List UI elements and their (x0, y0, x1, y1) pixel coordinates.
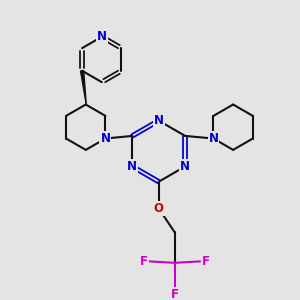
Text: N: N (180, 160, 190, 173)
Text: N: N (97, 30, 107, 43)
Text: F: F (140, 255, 148, 268)
Text: N: N (208, 132, 218, 145)
Text: O: O (154, 202, 164, 215)
Text: N: N (127, 160, 137, 173)
Polygon shape (80, 70, 86, 104)
Text: F: F (171, 288, 179, 300)
Text: N: N (154, 114, 164, 127)
Text: F: F (202, 255, 209, 268)
Text: N: N (100, 132, 110, 145)
